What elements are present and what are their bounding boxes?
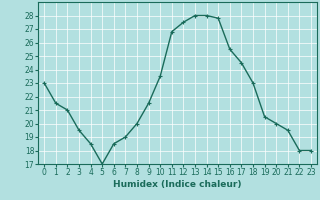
X-axis label: Humidex (Indice chaleur): Humidex (Indice chaleur) [113, 180, 242, 189]
